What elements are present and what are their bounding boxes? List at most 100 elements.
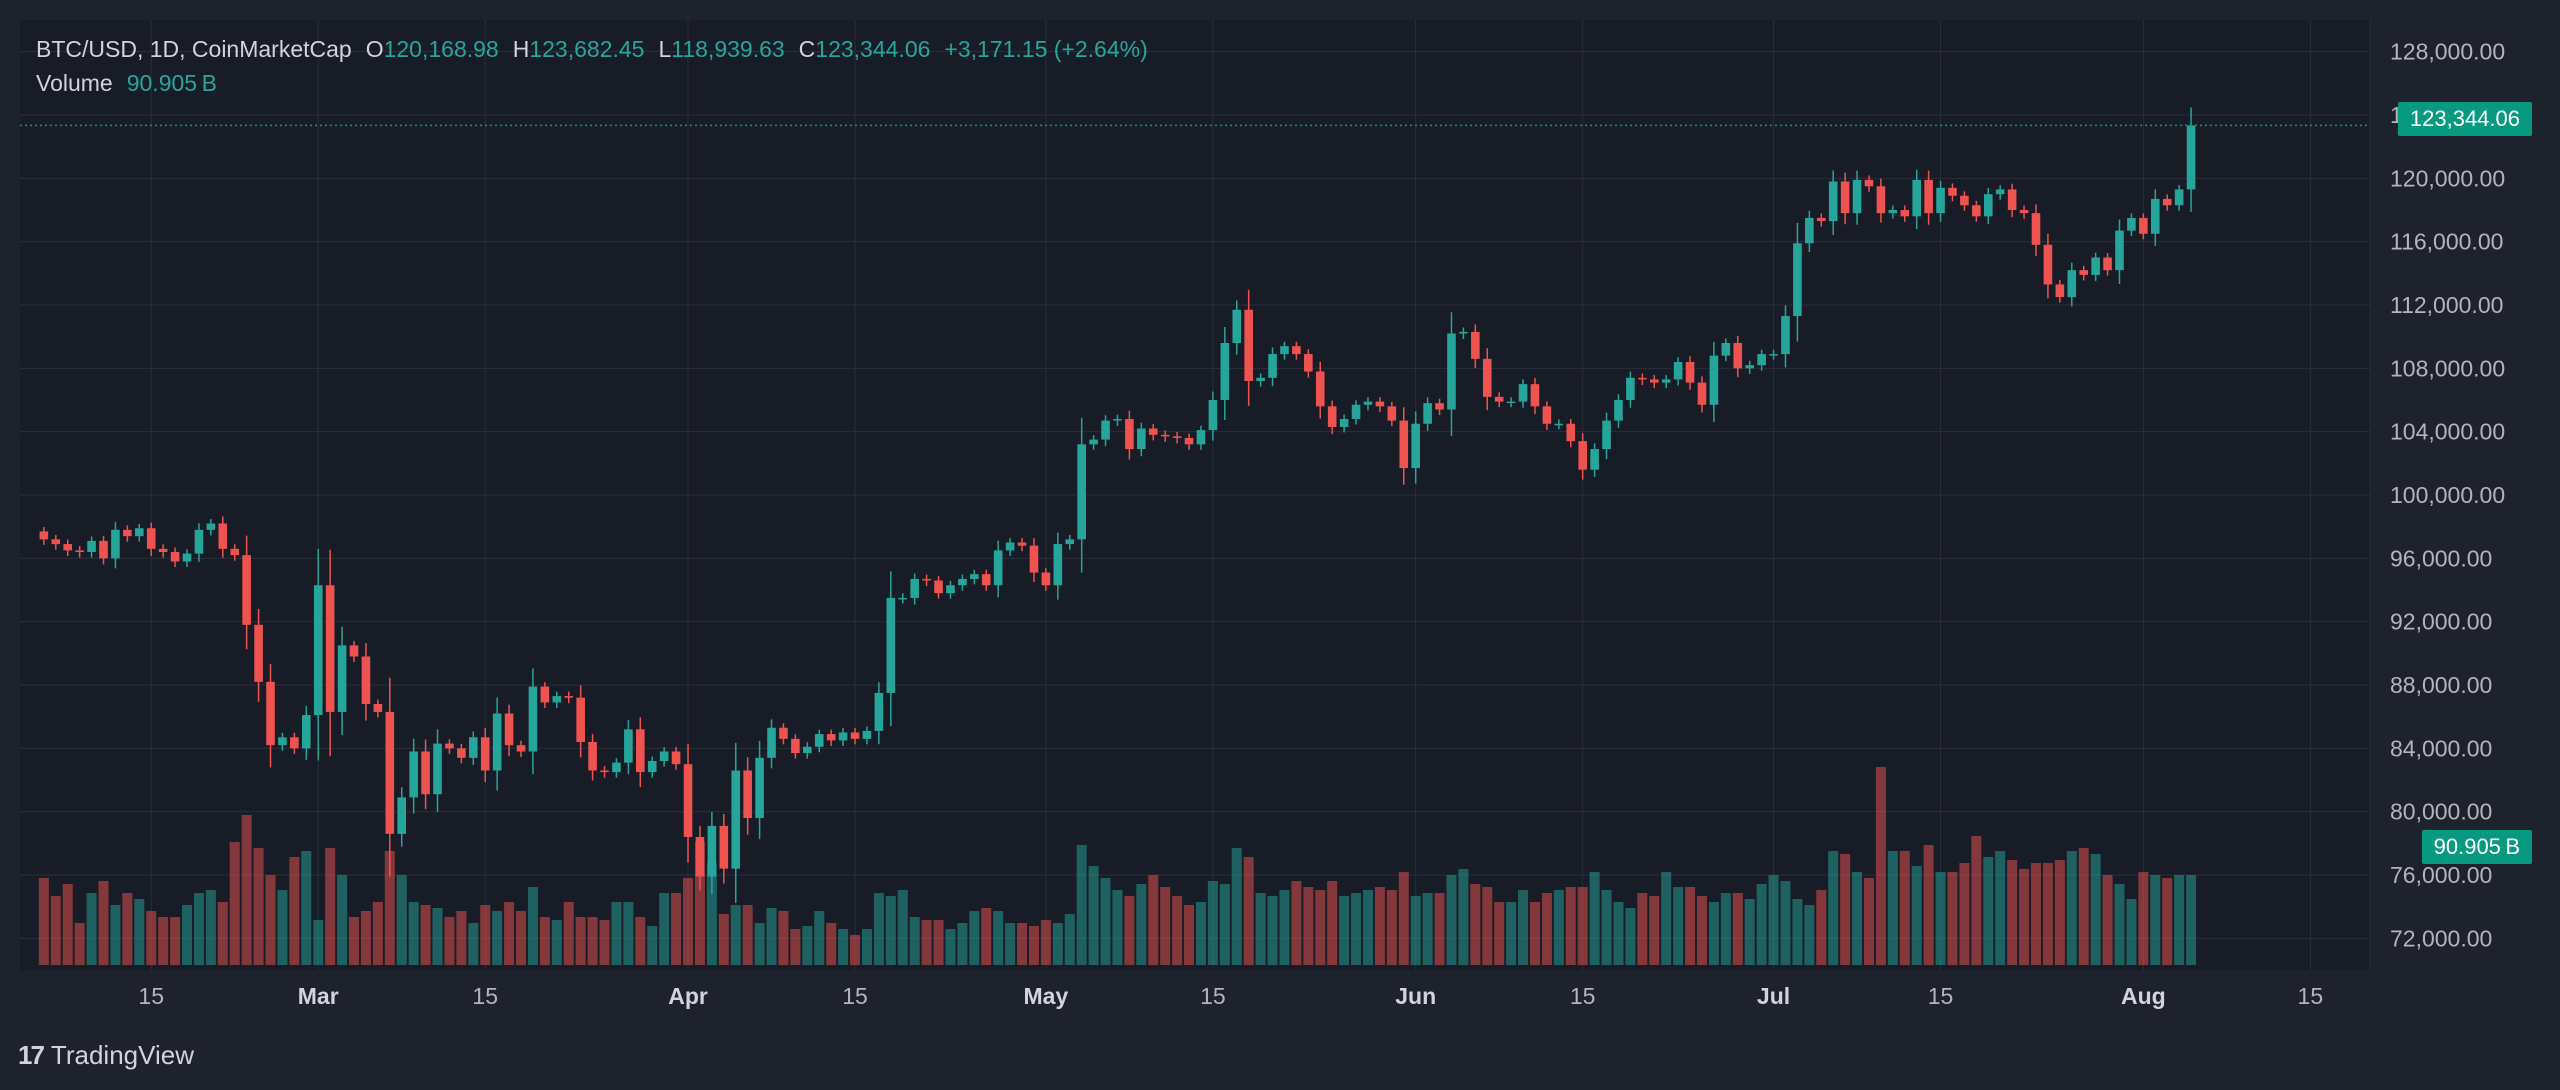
candle-body (1661, 379, 1671, 383)
volume-bar (1482, 887, 1493, 965)
y-tick-label: 80,000.00 (2390, 799, 2492, 825)
y-tick-label: 128,000.00 (2390, 39, 2505, 65)
y-tick-label: 104,000.00 (2390, 419, 2505, 445)
volume-bar (730, 905, 741, 965)
candle-body (421, 751, 430, 795)
volume-bar (1362, 890, 1373, 965)
volume-bar (1267, 896, 1278, 965)
volume-bar (158, 917, 169, 965)
candle-body (1244, 309, 1253, 381)
candle-body (2067, 270, 2077, 298)
volume-value: 90.905 B (126, 70, 218, 96)
grid-lines (20, 20, 2371, 970)
candle-body (445, 743, 454, 749)
volume-bar (360, 911, 371, 965)
volume-bar (1148, 875, 1159, 965)
candle-body (1614, 400, 1623, 421)
candle-body (1053, 544, 1063, 586)
volume-bar (349, 917, 360, 965)
volume-bar (2162, 878, 2173, 965)
candle-body (970, 574, 979, 579)
y-tick-label: 92,000.00 (2390, 609, 2492, 635)
candle-body (636, 729, 645, 773)
volume-bar (432, 908, 443, 965)
tradingview-brand[interactable]: 17 TradingView (18, 1040, 194, 1071)
volume-bar (313, 920, 324, 965)
candle-body (1148, 428, 1158, 435)
candle-body (290, 737, 299, 749)
candle-body (1673, 362, 1683, 380)
candle-body (194, 529, 204, 554)
volume-bar (1219, 884, 1230, 965)
candle-body (2055, 284, 2065, 298)
y-tick-label: 116,000.00 (2390, 229, 2503, 255)
volume-bar (241, 815, 252, 965)
open-label: O (365, 36, 384, 62)
candle-body (2019, 210, 2029, 214)
low-value: 118,939.63 (671, 36, 785, 62)
candle-body (349, 645, 359, 657)
open-value: 120,168.98 (383, 36, 499, 62)
volume-bar (1506, 902, 1517, 965)
volume-bar (635, 917, 646, 965)
volume-bar (671, 893, 682, 965)
volume-bar (1804, 905, 1815, 965)
candle-body (540, 686, 550, 703)
y-tick-label: 120,000.00 (2390, 165, 2505, 191)
candle-body (1721, 343, 1731, 356)
volume-bar (1649, 896, 1660, 965)
candle-body (850, 732, 860, 739)
volume-bar (1088, 866, 1099, 965)
volume-bar (205, 890, 216, 965)
candle-body (1232, 309, 1242, 343)
candle-body (874, 692, 884, 731)
volume-bar (1935, 872, 1946, 965)
candle-body (826, 734, 836, 741)
volume-bar (2054, 860, 2065, 965)
volume-bar (1243, 857, 1254, 965)
candle-body (1280, 346, 1289, 355)
candle-body (1089, 439, 1098, 445)
x-tick-label: 15 (472, 983, 498, 1009)
candle-body (1137, 428, 1146, 450)
x-tick-label: Aug (2121, 983, 2166, 1009)
volume-bar (1040, 920, 1051, 965)
candle-body (1876, 186, 1886, 214)
volume-bar (1947, 872, 1958, 965)
candle-body (1125, 419, 1134, 450)
candle-body (2091, 257, 2100, 275)
volume-bar (659, 893, 670, 965)
volume-bar (1852, 872, 1863, 965)
candle-body (1578, 441, 1587, 470)
volume-bar (396, 875, 407, 965)
candle-body (123, 529, 132, 537)
candle-body (206, 523, 216, 530)
candle-body (922, 578, 931, 581)
candle-body (1101, 420, 1110, 440)
volume-bar (1160, 887, 1171, 965)
candle-body (480, 737, 490, 771)
volume-bar (74, 923, 85, 965)
volume-label[interactable]: Volume (36, 70, 113, 96)
volume-bar (861, 929, 872, 965)
volume-bar (1971, 836, 1982, 965)
x-tick-label: Apr (668, 983, 708, 1009)
candle-body (1113, 419, 1122, 421)
volume-bar (492, 911, 503, 965)
candle-body (218, 523, 228, 549)
volume-bar (1172, 896, 1183, 965)
candle-body (1482, 358, 1492, 397)
volume-bar (742, 905, 753, 965)
symbol-label[interactable]: BTC/USD, 1D, CoinMarketCap (36, 36, 352, 62)
volume-bar (1291, 881, 1302, 965)
volume-bar (909, 917, 920, 965)
candle-body (993, 550, 1003, 586)
volume-bar (718, 914, 729, 965)
candle-body (1697, 382, 1707, 405)
volume-bar (575, 917, 586, 965)
volume-bar (1458, 869, 1469, 965)
candle-body (719, 825, 729, 869)
candle-body (385, 711, 395, 834)
candle-body (492, 713, 502, 771)
